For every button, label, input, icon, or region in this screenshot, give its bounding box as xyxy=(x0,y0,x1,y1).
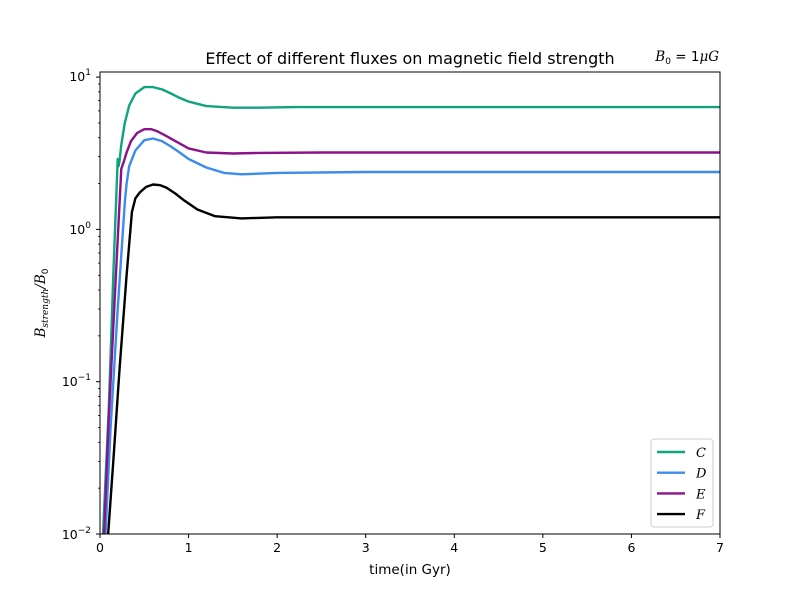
svg-text:100: 100 xyxy=(69,221,91,237)
y-tick-label: 10−2 xyxy=(62,526,91,542)
svg-text:10−1: 10−1 xyxy=(62,373,91,389)
legend-label-F: F xyxy=(695,508,706,523)
x-tick-label: 7 xyxy=(716,540,724,555)
svg-text:10−2: 10−2 xyxy=(62,526,91,542)
x-axis-label: time(in Gyr) xyxy=(369,562,451,578)
series-line-E xyxy=(102,127,720,534)
x-tick-label: 4 xyxy=(450,540,458,555)
x-tick-label: 3 xyxy=(362,540,370,555)
svg-text:101: 101 xyxy=(69,68,91,84)
x-tick-label: 1 xyxy=(185,540,193,555)
b0-annotation: B0 = 1μG xyxy=(654,49,719,67)
chart-title: Effect of different fluxes on magnetic f… xyxy=(205,49,614,68)
y-axis: 10−2 10−1 100 101 xyxy=(62,68,100,542)
series-line-C xyxy=(101,85,720,534)
x-axis: 0 1 2 3 4 5 6 7 xyxy=(96,534,724,555)
plot-area-frame xyxy=(99,71,721,535)
x-tick-label: 2 xyxy=(273,540,281,555)
x-tick-label: 6 xyxy=(627,540,635,555)
x-tick-label: 5 xyxy=(539,540,547,555)
legend-label-D: D xyxy=(695,467,707,482)
x-tick-label: 0 xyxy=(96,540,104,555)
legend-frame xyxy=(650,438,714,528)
y-tick-label: 10−1 xyxy=(62,373,91,389)
y-tick-label: 100 xyxy=(69,221,91,237)
y-tick-label: 101 xyxy=(69,68,91,84)
legend-label-C: C xyxy=(696,446,706,461)
series-layer xyxy=(101,85,720,534)
y-axis-label: Bstrength/B0 xyxy=(33,268,51,338)
series-line-D xyxy=(104,137,720,534)
series-line-F xyxy=(106,183,720,534)
legend-label-E: E xyxy=(695,487,706,502)
